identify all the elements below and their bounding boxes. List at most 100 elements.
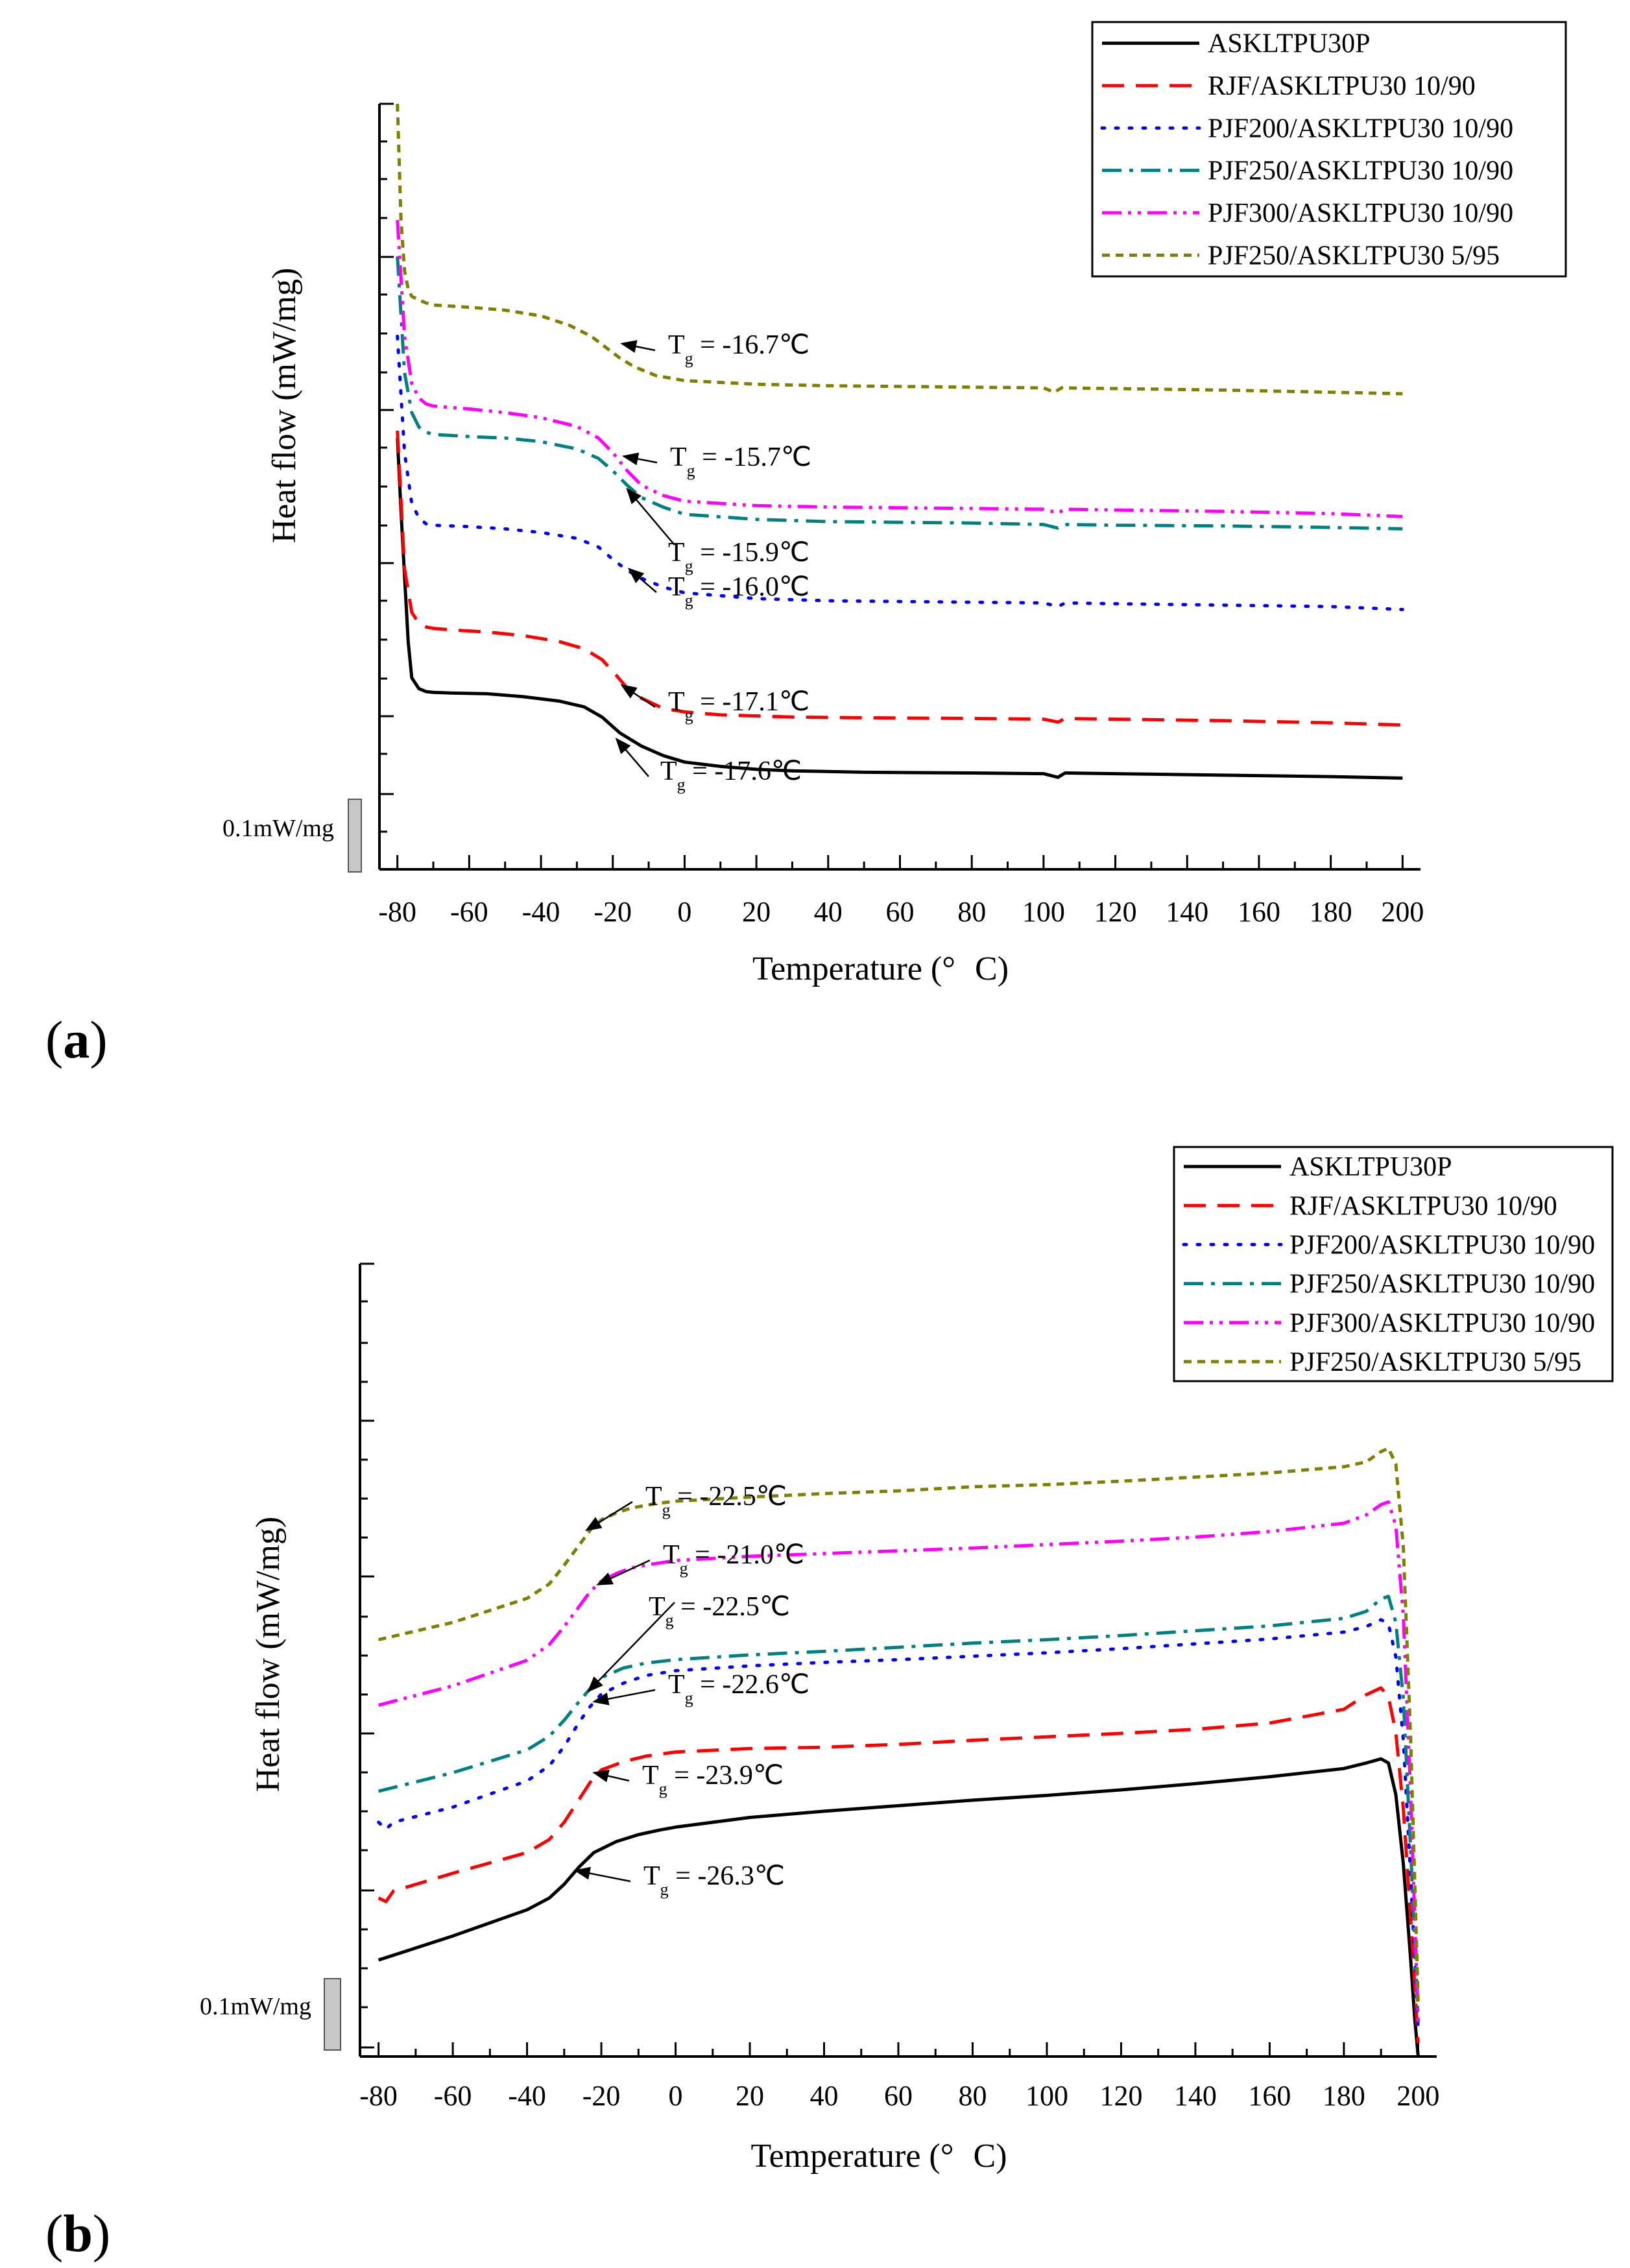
panel-a-annotation-arrow [626,487,675,546]
panel-a-annotation-T: T [660,756,677,786]
panel-b-annotation-label: Tg = -22.6℃ [668,1670,809,1707]
panel-a-legend-label-1: ASKLTPU30P [1208,29,1371,59]
panel-a-annotation-value: = -17.1℃ [693,687,809,717]
panel-a-annotation-arrow [627,568,657,593]
panel-b-annotation-label: Tg = -21.0℃ [663,1540,804,1578]
panel-b-annotation-value: = -22.6℃ [693,1670,809,1700]
panel-a-legend-label-4: PJF250/ASKLTPU30 10/90 [1208,156,1513,186]
panel-b-annotation-arrow [587,1602,675,1693]
panel-b-x-tick-label: 160 [1248,2080,1291,2112]
panel-a-x-tick-label: 180 [1310,896,1352,928]
panel-a-annotation-sub: g [685,591,693,610]
panel-a-x-tick-label: 0 [677,896,691,928]
panel-a-x-tick-label: 100 [1022,896,1065,928]
panel-b-x-tick-label: 0 [669,2080,683,2112]
panel-a-annotation-arrow [615,737,649,777]
panel-b-series-line-1 [378,1757,1420,2057]
panel-a-x-axis-label-part-1: Temperature (° [752,950,955,987]
panel-a-panel-label-close: ) [90,1010,107,1069]
panel-b-annotation-arrow [573,1866,631,1883]
panel-b-annotation-arrow [585,1501,633,1531]
panel-b-annotation-value: = -23.9℃ [667,1761,784,1791]
panel-a-panel-label-letter: a [63,1010,90,1069]
panel-b-scale-bar-label: 0.1mW/mg [200,1993,311,2020]
panel-a-annotation-label: Tg = -16.7℃ [668,330,809,368]
panel-b-annotation-label: Tg = -22.5℃ [645,1482,787,1519]
panel-b-annotation-value: = -26.3℃ [669,1861,785,1891]
panel-a-x-tick-label: 160 [1238,896,1280,928]
panel-b-x-tick-label: -80 [359,2080,398,2112]
panel-b-annotation-T: T [642,1761,659,1791]
panel-a-x-tick-label: 120 [1094,896,1137,928]
panel-a-legend-box [1091,21,1567,278]
panel-b-annotation-T: T [643,1861,660,1891]
panel-a-y-axis-label: Heat flow (mW/mg) [266,268,303,544]
panel-b-panel-label-letter: b [63,2204,93,2263]
panel-b-legend-label-6: PJF250/ASKLTPU30 5/95 [1289,1347,1581,1377]
panel-a-annotation-T: T [670,442,687,472]
panel-a-x-tick-label: 200 [1381,896,1424,928]
panel-b-x-tick-label: 120 [1099,2080,1142,2112]
panel-b-annotation-T: T [668,1670,685,1700]
panel-b-annotation-sub: g [685,1689,693,1707]
panel-b-legend-box [1173,1146,1614,1382]
panel-b-chart: -80 -60 -40 -20 0 20 40 60 80 100 120 140 160 180 200 T… [45,1146,1614,2263]
panel-b-legend-label-4: PJF250/ASKLTPU30 10/90 [1289,1270,1595,1299]
panel-a-legend-label-3: PJF200/ASKLTPU30 10/90 [1208,114,1513,143]
panel-b-annotation-value: = -22.5℃ [674,1592,790,1622]
panel-b-x-tick-label: -20 [582,2080,621,2112]
panel-a-legend-label-2: RJF/ASKLTPU30 10/90 [1208,71,1476,101]
panel-b-x-tick-label: 140 [1174,2080,1217,2112]
panel-b-legend-label-3: PJF200/ASKLTPU30 10/90 [1289,1230,1595,1260]
panel-a-annotation-label: Tg = -17.6℃ [660,756,802,794]
panel-b-annotation-T: T [645,1482,662,1512]
panel-b-annotation-sub: g [660,1880,669,1899]
panel-a-annotation-value: = -15.9℃ [693,538,809,568]
panel-a-x-tick-label: 40 [814,896,843,928]
panel-a-annotation-label: Tg = -15.7℃ [670,442,811,480]
panel-b-panel-label-close: ) [93,2204,110,2263]
panel-b-annotation-sub: g [680,1559,688,1578]
panel-b-annotation-label: Tg = -23.9℃ [642,1761,784,1798]
panel-b-x-tick-label: 80 [958,2080,987,2112]
panel-b-series-line-3 [377,1618,1420,2031]
panel-a-series-line-4 [396,256,1403,531]
panel-a-annotation-sub: g [687,461,695,480]
panel-a-x-tick-label: -40 [522,896,560,928]
panel-a-annotation-label: Tg = -15.9℃ [668,538,809,575]
panel-a-x-tick-label: 20 [742,896,771,928]
panel-b-annotation-sub: g [665,1611,674,1630]
panel-b-legend-label-5: PJF300/ASKLTPU30 10/90 [1289,1309,1595,1338]
panel-a-x-tick-label: 140 [1166,896,1208,928]
panel-a-legend: ASKLTPU30P RJF/ASKLTPU30 10/90 PJF200/ASKL… [1091,21,1567,278]
panel-a-x-tick-label: -80 [378,896,416,928]
panel-a-annotation-label: Tg = -16.0℃ [668,572,809,610]
panel-b-x-axis-label-part-2: C) [974,2138,1007,2175]
panel-b-annotation-arrow [592,1769,630,1783]
panel-b-series-line-2 [378,1686,1420,2043]
panel-a-annotation-arrow [621,452,658,466]
panel-a-annotation-value: = -16.7℃ [693,330,809,360]
panel-a-series-line-1 [396,438,1403,780]
panel-a-annotation-arrow [620,340,656,353]
panel-b-legend: ASKLTPU30P RJF/ASKLTPU30 10/90 PJF200/ASKL… [1173,1146,1614,1382]
panel-b-annotation-T: T [649,1592,665,1622]
panel-b-annotation-arrow [592,1689,656,1706]
panel-b-annotation-value: = -21.0℃ [688,1540,804,1570]
panel-b-annotation-arrow [596,1559,651,1586]
panel-a-series-line-5 [396,220,1403,518]
panel-a-annotation-label: Tg = -17.1℃ [668,687,809,725]
panel-b-scale-bar [324,1978,341,2051]
panel-b-annotation-value: = -22.5℃ [671,1482,787,1512]
panel-b-x-tick-label: 200 [1396,2080,1439,2112]
panel-b-x-tick-label: -40 [508,2080,546,2112]
panel-a-annotation-arrow [620,684,656,708]
panel-a-x-tick-label: -20 [593,896,632,928]
panel-a-x-tick-label: -60 [450,896,488,928]
panel-a-legend-label-6: PJF250/ASKLTPU30 5/95 [1208,241,1500,271]
panel-a-annotation-value: = -16.0℃ [693,572,809,602]
panel-a-annotation-T: T [668,572,685,602]
panel-a-annotation-T: T [668,687,685,717]
panel-a-scale-bar-label: 0.1mW/mg [222,815,334,842]
